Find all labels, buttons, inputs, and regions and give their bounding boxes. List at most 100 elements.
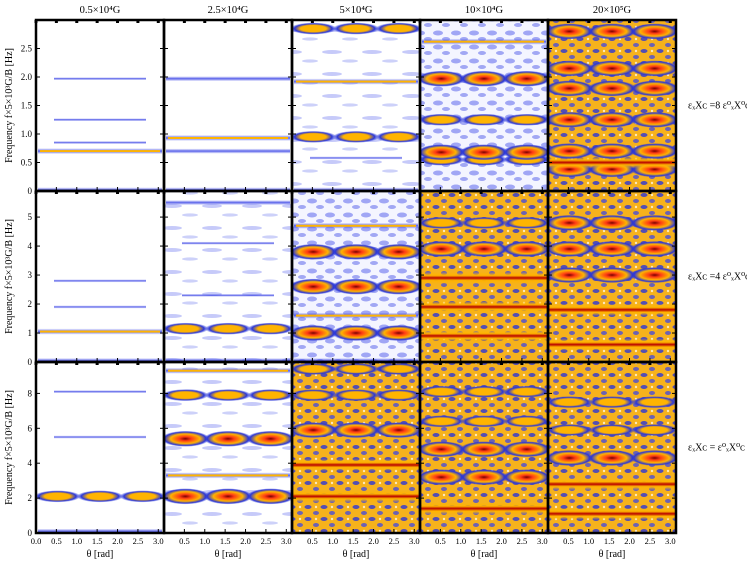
x-tick-mark-top [520, 20, 524, 23]
x-tick-label: 2.0 [112, 536, 123, 546]
spectral-band-hot [548, 507, 676, 520]
column-title: 0.5×10⁴G [80, 5, 121, 16]
x-tick-label: 0.5 [307, 536, 318, 546]
spectral-lobe [292, 22, 337, 35]
x-tick-mark-top [54, 20, 58, 23]
heatmap-panel [34, 362, 164, 534]
x-tick-label: 0.0 [31, 536, 42, 546]
spectral-lobe [203, 430, 253, 447]
spectral-lobe [548, 23, 594, 40]
x-tick-label: 2.0 [240, 536, 251, 546]
spectral-band [38, 528, 162, 533]
x-tick-mark-top [520, 191, 524, 194]
spectral-lobe [587, 60, 637, 77]
x-tick-mark-top [156, 20, 160, 23]
spectral-lobe [292, 278, 338, 295]
y-axis-title: Frequency f×5×10³G/B [Hz] [4, 390, 15, 505]
spectral-lobe [420, 240, 466, 257]
x-tick-label: 3.0 [281, 536, 292, 546]
panel-content [164, 362, 292, 533]
spectral-lobe [292, 243, 338, 260]
x-tick-label: 1.5 [604, 536, 615, 546]
x-tick-label: 3.0 [665, 536, 676, 546]
panel-background [36, 362, 164, 533]
x-tick-mark-top [412, 20, 416, 23]
y-axis-title: Frequency f×5×10³G/B [Hz] [4, 48, 15, 163]
spectral-band-hot [292, 490, 420, 503]
spectral-lobe [630, 60, 676, 77]
x-tick-mark-top [648, 362, 652, 365]
spectral-band [54, 390, 146, 394]
spectral-lobe [459, 240, 509, 257]
spectral-lobe [587, 214, 637, 231]
spectral-lobe [375, 389, 420, 402]
spectral-lobe [164, 322, 209, 335]
panel-background [36, 191, 164, 362]
spectral-lobe [292, 362, 337, 375]
x-tick-mark-top [203, 362, 207, 365]
spectral-lobe [548, 424, 593, 437]
x-tick-mark-top [540, 20, 544, 23]
x-tick-mark-top [412, 191, 416, 194]
spectral-lobe [630, 111, 676, 128]
x-tick-label: 3.0 [153, 536, 164, 546]
spectral-lobe [548, 240, 594, 257]
spectral-lobe [587, 80, 637, 97]
spectral-lobe [502, 441, 548, 458]
spectral-lobe [460, 113, 508, 126]
x-tick-mark-top [566, 362, 570, 365]
spectral-lobe [204, 322, 252, 335]
spectral-band-hot [548, 303, 676, 316]
spectral-lobe [503, 216, 548, 229]
row-label: εₓXᴄ =8 ε⁰ₓX⁰ᴄ [688, 101, 747, 112]
spectral-lobe [503, 415, 548, 428]
spectral-lobe [164, 488, 210, 505]
x-tick-mark-top [459, 20, 463, 23]
x-tick-mark-top [95, 191, 99, 194]
x-tick-mark-top [540, 362, 544, 365]
spectral-band [182, 293, 274, 297]
x-tick-mark-top [500, 362, 504, 365]
spectral-band-core [40, 330, 160, 333]
spectral-lobe [203, 488, 253, 505]
spectral-lobe [460, 216, 508, 229]
spectral-band [166, 148, 290, 154]
spectral-band [54, 435, 146, 439]
spectral-lobe [420, 216, 465, 229]
column-title: 2.5×10⁴G [208, 5, 249, 16]
x-tick-mark-top [628, 191, 632, 194]
panel-background [36, 20, 164, 191]
spectral-lobe [292, 130, 337, 143]
x-tick-mark-top [136, 191, 140, 194]
x-tick-mark-top [203, 20, 207, 23]
spectral-lobe [332, 130, 380, 143]
x-tick-label: 1.5 [92, 536, 103, 546]
spectral-band-hot [548, 338, 676, 351]
x-tick-mark-top [136, 20, 140, 23]
x-tick-mark-top [310, 362, 314, 365]
spectral-band-core [424, 40, 544, 43]
x-tick-label: 3.0 [409, 536, 420, 546]
panel-content [548, 362, 676, 533]
y-tick-label: 2 [28, 493, 33, 503]
spectral-lobe [164, 389, 209, 402]
spectral-lobe [420, 113, 465, 126]
x-tick-label: 2.0 [368, 536, 379, 546]
spectral-band [38, 187, 162, 191]
spectral-lobe [374, 422, 420, 439]
spectral-lobe [374, 278, 420, 295]
spectral-band-hot [548, 478, 676, 491]
spectral-lobe [420, 441, 466, 458]
x-tick-label: 1.0 [71, 536, 82, 546]
spectral-band-core [296, 224, 416, 227]
spectral-lobe [630, 80, 676, 97]
x-tick-mark-top [628, 20, 632, 23]
x-tick-mark-top [520, 362, 524, 365]
x-tick-label: 2.0 [624, 536, 635, 546]
spectral-lobe [459, 144, 509, 161]
spectral-lobe [247, 322, 292, 335]
x-tick-mark-top [54, 362, 58, 365]
spectral-lobe [630, 267, 676, 284]
panel-content [36, 362, 164, 533]
x-tick-mark-top [587, 191, 591, 194]
